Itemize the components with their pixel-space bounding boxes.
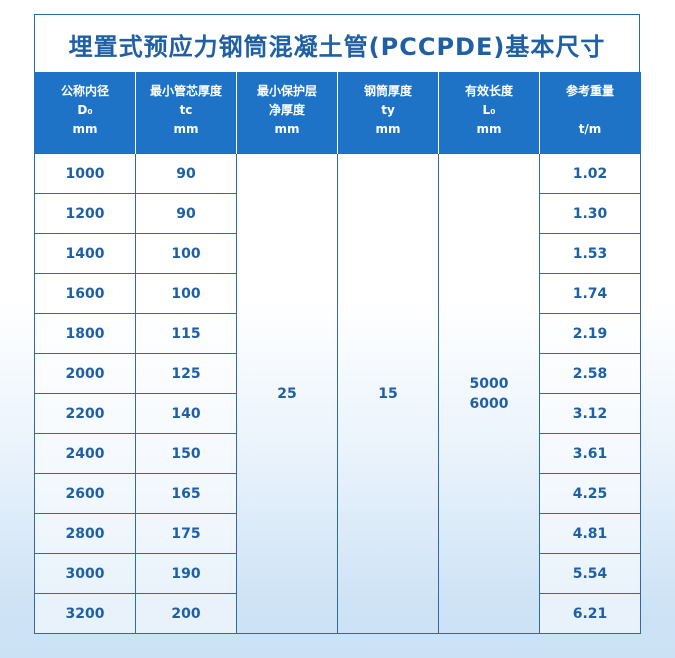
table-row: 3000 190 5.54: [34, 553, 641, 594]
table-row: 1400 100 1.53: [34, 233, 641, 274]
cell-diameter: 3000: [34, 553, 136, 594]
cell-diameter: 1400: [34, 233, 136, 274]
table-row: 2600 165 4.25: [34, 473, 641, 514]
header-label: 参考重量: [565, 84, 614, 98]
header-symbol: tc: [179, 103, 193, 117]
cell-steel-thickness-merged: 15: [337, 153, 439, 634]
table-row: 3200 200 6.21: [34, 593, 641, 634]
table-row: 2000 125 2.58: [34, 353, 641, 394]
header-core-thickness: 最小管芯厚度 tc mm: [135, 72, 237, 154]
title-bar: 埋置式预应力钢筒混凝土管(PCCPDE)基本尺寸: [34, 14, 640, 73]
table-row: 1600 100 1.74: [34, 273, 641, 314]
header-symbol: D₀: [77, 103, 93, 117]
table-row: 2800 175 4.81: [34, 513, 641, 554]
header-label: 公称内径: [60, 84, 109, 98]
cell-diameter: 3200: [34, 593, 136, 634]
cell-weight: 2.58: [539, 353, 641, 394]
cell-weight: 3.61: [539, 433, 641, 474]
header-row: 公称内径 D₀ mm 最小管芯厚度 tc mm 最小保护层 净厚度 mm: [34, 72, 641, 154]
cell-diameter: 2200: [34, 393, 136, 434]
cell-weight: 6.21: [539, 593, 641, 634]
length-value-1: 5000: [469, 375, 509, 392]
cell-diameter: 2800: [34, 513, 136, 554]
header-unit: mm: [274, 122, 300, 136]
cell-core-thickness: 90: [135, 153, 237, 194]
header-cover-thickness: 最小保护层 净厚度 mm: [236, 72, 338, 154]
cell-min-cover-merged: 25: [236, 153, 338, 634]
table-title: 埋置式预应力钢筒混凝土管(PCCPDE)基本尺寸: [68, 32, 606, 61]
header-unit: mm: [476, 122, 502, 136]
header-label-2: 净厚度: [268, 103, 305, 117]
header-steel-thickness: 钢筒厚度 ty mm: [337, 72, 439, 154]
cell-weight: 5.54: [539, 553, 641, 594]
cell-effective-length-merged: 5000 6000: [438, 153, 540, 634]
cell-weight: 3.12: [539, 393, 641, 434]
cell-weight: 1.02: [539, 153, 641, 194]
cell-core-thickness: 165: [135, 473, 237, 514]
cell-weight: 1.30: [539, 193, 641, 234]
cell-core-thickness: 190: [135, 553, 237, 594]
table-row: 2200 140 3.12: [34, 393, 641, 434]
cell-core-thickness: 115: [135, 313, 237, 354]
header-unit: mm: [173, 122, 199, 136]
cell-weight: 4.25: [539, 473, 641, 514]
header-label: 最小保护层: [256, 84, 317, 98]
header-unit: mm: [375, 122, 401, 136]
cell-diameter: 1200: [34, 193, 136, 234]
cell-diameter: 1800: [34, 313, 136, 354]
cell-weight: 1.74: [539, 273, 641, 314]
header-effective-length: 有效长度 L₀ mm: [438, 72, 540, 154]
spec-card: 埋置式预应力钢筒混凝土管(PCCPDE)基本尺寸 公称内径 D₀ mm 最小管芯: [34, 14, 641, 637]
cell-core-thickness: 175: [135, 513, 237, 554]
cell-core-thickness: 150: [135, 433, 237, 474]
header-symbol: ty: [381, 103, 395, 117]
table-row: 1800 115 2.19: [34, 313, 641, 354]
header-symbol: [540, 101, 640, 120]
cell-diameter: 2400: [34, 433, 136, 474]
cell-weight: 4.81: [539, 513, 641, 554]
cell-diameter: 2000: [34, 353, 136, 394]
header-symbol: L₀: [482, 103, 496, 117]
cell-diameter: 1600: [34, 273, 136, 314]
length-value-2: 6000: [469, 395, 509, 412]
cell-core-thickness: 100: [135, 273, 237, 314]
cell-core-thickness: 100: [135, 233, 237, 274]
header-label: 有效长度: [464, 84, 513, 98]
header-label: 钢筒厚度: [363, 84, 412, 98]
cell-core-thickness: 90: [135, 193, 237, 234]
pipe-dimension-table: 公称内径 D₀ mm 最小管芯厚度 tc mm 最小保护层 净厚度 mm: [34, 72, 641, 634]
header-nominal-diameter: 公称内径 D₀ mm: [34, 72, 136, 154]
header-unit: mm: [72, 122, 98, 136]
cell-core-thickness: 200: [135, 593, 237, 634]
table-row: 1200 90 1.30: [34, 193, 641, 234]
cell-weight: 2.19: [539, 313, 641, 354]
cell-core-thickness: 125: [135, 353, 237, 394]
header-unit: t/m: [578, 122, 602, 136]
cell-diameter: 1000: [34, 153, 136, 194]
header-reference-weight: 参考重量 t/m: [539, 72, 641, 154]
header-label: 最小管芯厚度: [149, 84, 222, 98]
table-row: 1000 90 25 15 5000 6000 1.02: [34, 153, 641, 634]
cell-core-thickness: 140: [135, 393, 237, 434]
table-row: 2400 150 3.61: [34, 433, 641, 474]
cell-weight: 1.53: [539, 233, 641, 274]
cell-diameter: 2600: [34, 473, 136, 514]
